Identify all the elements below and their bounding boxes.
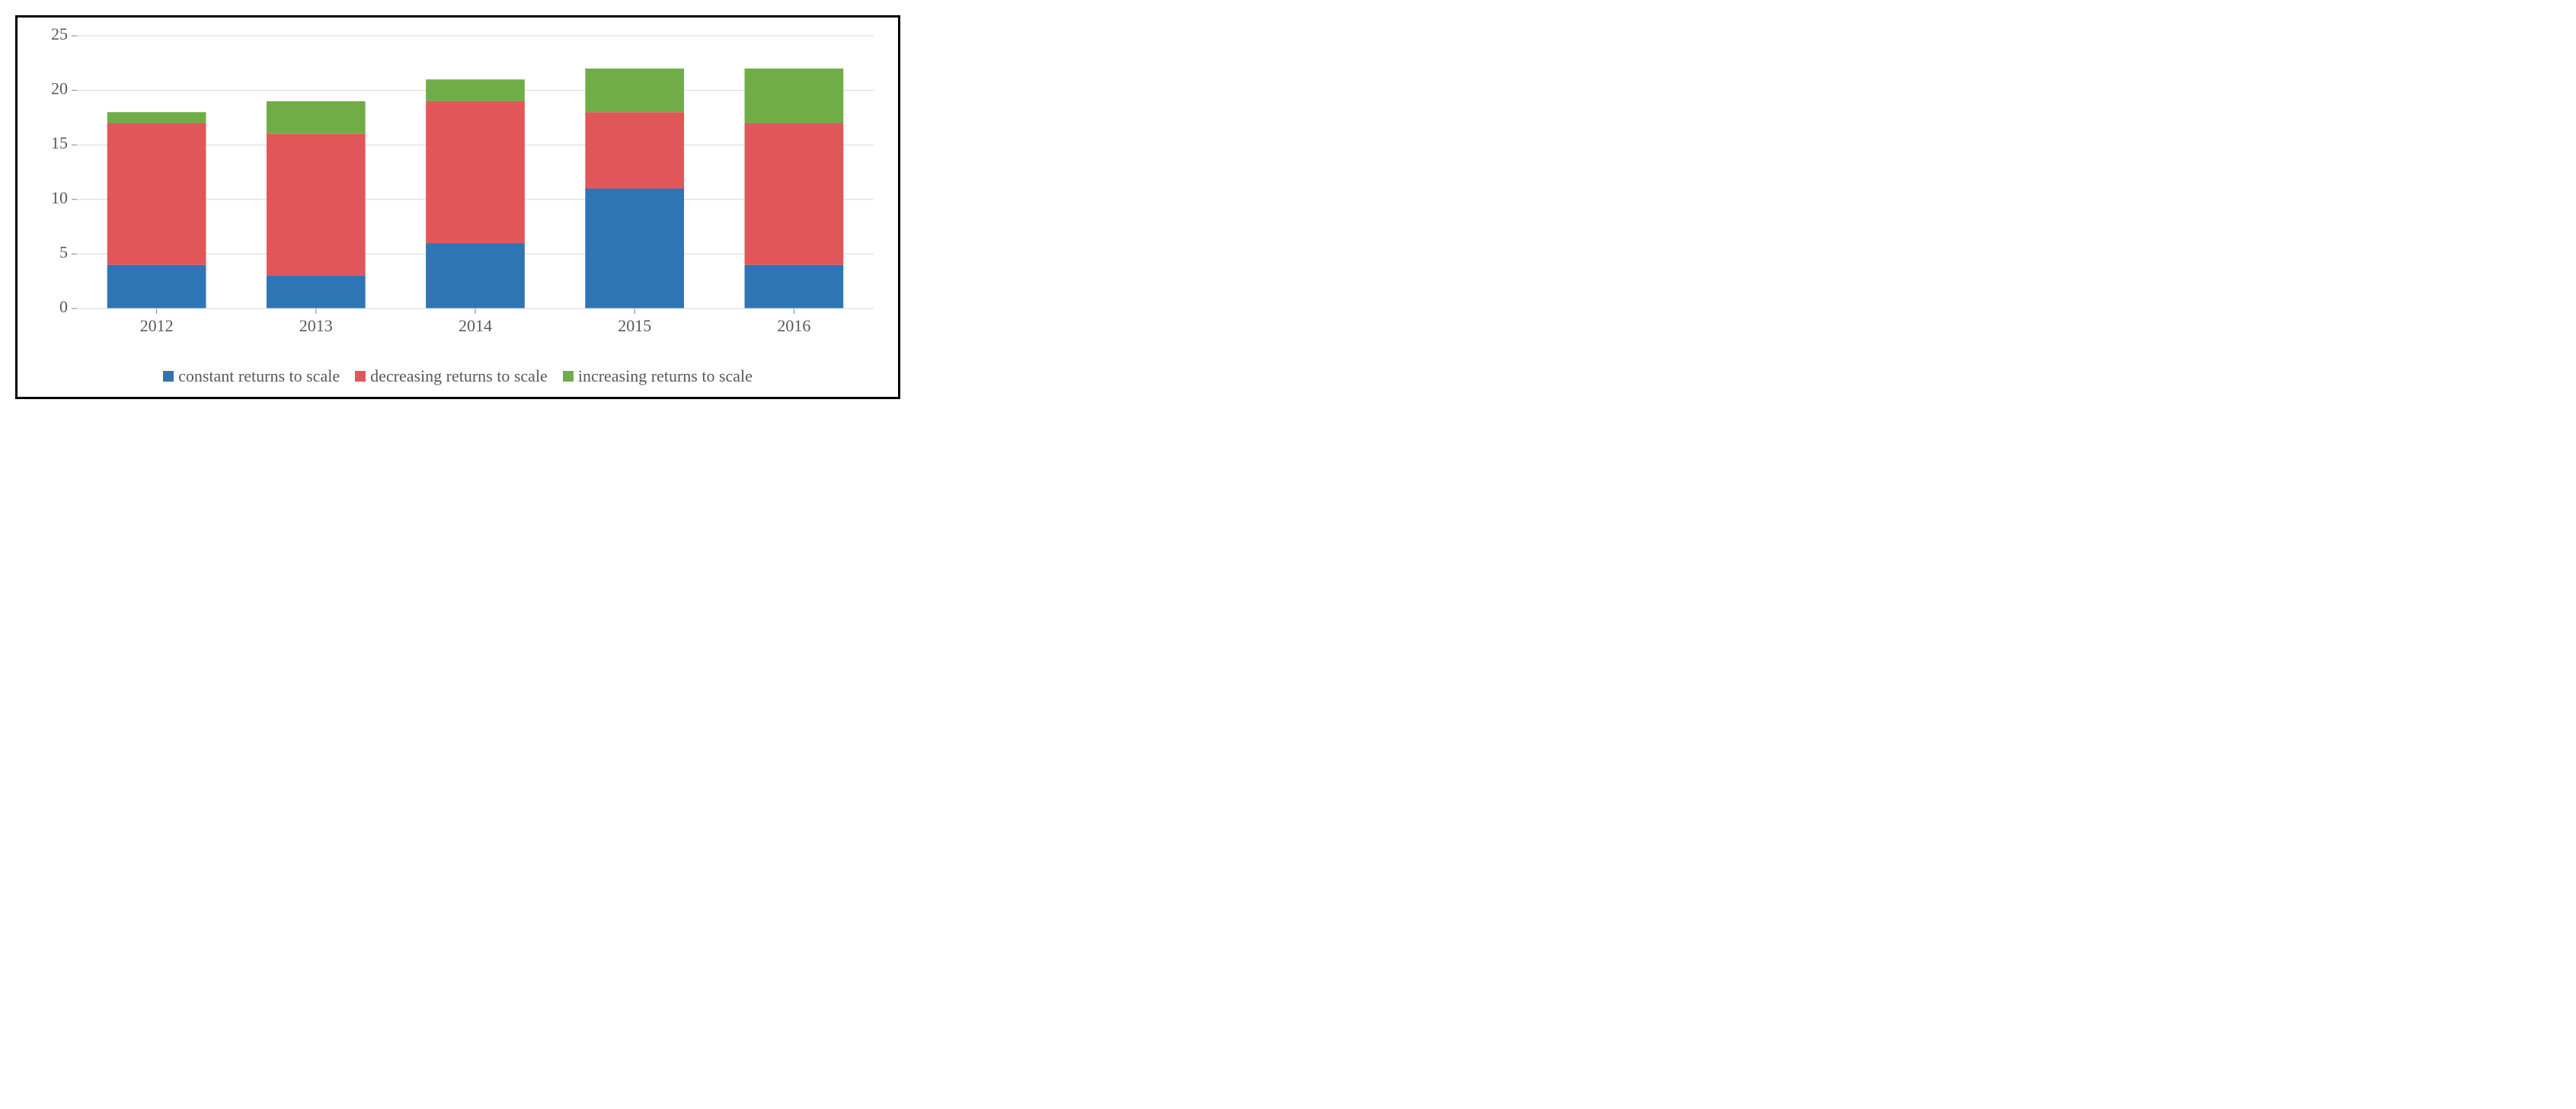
bar-segment-increasing bbox=[745, 69, 844, 123]
bar-segment-decreasing bbox=[585, 112, 684, 188]
x-tick-label: 2013 bbox=[299, 316, 333, 335]
y-tick-label: 0 bbox=[59, 297, 68, 316]
bar-segment-constant bbox=[107, 265, 206, 308]
x-tick-label: 2016 bbox=[777, 316, 810, 335]
bar-segment-increasing bbox=[267, 101, 366, 134]
y-tick-label: 25 bbox=[51, 25, 68, 43]
stacked-bar-chart: 0 5 10 15 20 25 2012 2013 2014 2015 2016 bbox=[31, 25, 884, 360]
bar-segment-constant bbox=[745, 265, 844, 308]
bar-segment-decreasing bbox=[426, 101, 525, 243]
bar-segment-constant bbox=[267, 276, 366, 308]
legend-item-increasing: increasing returns to scale bbox=[563, 366, 753, 386]
bar-segment-decreasing bbox=[267, 134, 366, 276]
legend-label: increasing returns to scale bbox=[578, 366, 753, 386]
bar-segment-increasing bbox=[107, 112, 206, 123]
bar-segment-decreasing bbox=[107, 123, 206, 265]
y-tick-label: 5 bbox=[59, 242, 68, 261]
bar-segment-constant bbox=[585, 188, 684, 308]
y-tick-label: 20 bbox=[51, 79, 68, 98]
legend-item-constant: constant returns to scale bbox=[163, 366, 340, 386]
x-tick-label: 2014 bbox=[459, 316, 492, 335]
bar-segment-increasing bbox=[426, 79, 525, 101]
x-tick-label: 2015 bbox=[618, 316, 651, 335]
bar-segment-constant bbox=[426, 243, 525, 308]
chart-legend: constant returns to scale decreasing retu… bbox=[31, 366, 884, 386]
y-tick-label: 15 bbox=[51, 133, 68, 152]
legend-item-decreasing: decreasing returns to scale bbox=[355, 366, 548, 386]
legend-swatch bbox=[163, 371, 174, 382]
legend-label: constant returns to scale bbox=[178, 366, 340, 386]
x-tick-label: 2012 bbox=[140, 316, 174, 335]
y-tick-label: 10 bbox=[51, 188, 68, 207]
chart-frame: 0 5 10 15 20 25 2012 2013 2014 2015 2016 constant … bbox=[15, 15, 900, 399]
bar-segment-increasing bbox=[585, 69, 684, 112]
bar-segment-decreasing bbox=[745, 123, 844, 265]
legend-swatch bbox=[563, 371, 574, 382]
legend-swatch bbox=[355, 371, 366, 382]
legend-label: decreasing returns to scale bbox=[370, 366, 548, 386]
